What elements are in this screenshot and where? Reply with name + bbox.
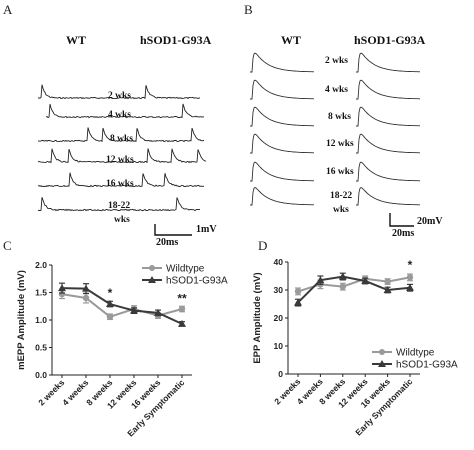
panel-b-row-label: wks xyxy=(333,205,349,215)
panel-a-wt-label: WT xyxy=(66,33,86,47)
legend-label: hSOD1-G93A xyxy=(166,276,228,287)
panel-b-row-label: 12 wks xyxy=(326,139,354,149)
data-point xyxy=(82,284,90,292)
epp-trace xyxy=(356,52,420,73)
y-tick-label: 1.0 xyxy=(35,315,47,325)
panel-b-row-label: 16 wks xyxy=(326,167,354,177)
panel-a-scale-voltage: 1mV xyxy=(196,224,217,235)
mepp-trace xyxy=(37,148,207,164)
legend-marker xyxy=(149,265,155,271)
series-line xyxy=(61,287,183,325)
data-point xyxy=(106,313,114,320)
panel-a-letter: A xyxy=(3,2,13,17)
data-point xyxy=(178,319,186,327)
significance-marker: ** xyxy=(177,291,187,305)
epp-trace xyxy=(356,186,420,206)
y-tick-label: 0.5 xyxy=(35,343,47,353)
panel-b-row-label: 8 wks xyxy=(328,112,351,122)
panel-d-letter: D xyxy=(258,238,267,253)
data-point xyxy=(294,298,302,306)
legend-marker xyxy=(148,276,156,283)
mepp-trace xyxy=(37,197,201,212)
epp-trace xyxy=(250,161,314,182)
mepp-trace xyxy=(37,127,205,143)
series-line xyxy=(297,276,411,293)
y-axis-label: mEPP Amplitude (mV) xyxy=(16,270,27,370)
legend-label: hSOD1-G93A xyxy=(396,360,458,371)
panel-b-row-label: 4 wks xyxy=(325,85,348,95)
panel-a-row-label: 18-22 xyxy=(108,201,130,211)
mepp-trace xyxy=(38,84,201,100)
y-tick-label: 2.0 xyxy=(35,260,47,270)
epp-trace xyxy=(250,106,314,127)
panel-b-row-label: 18-22 xyxy=(330,191,352,201)
epp-traces xyxy=(250,52,420,206)
y-tick-label: 40 xyxy=(274,257,284,267)
y-tick-label: 0 xyxy=(278,369,283,379)
panel-a-row-label: 16 wks xyxy=(106,179,134,189)
epp-trace xyxy=(356,79,420,100)
panel-c-letter: C xyxy=(3,238,12,253)
significance-marker: * xyxy=(108,286,113,300)
panel-b-scale-bar xyxy=(389,213,414,227)
panel-b-mutant-label: hSOD1-G93A xyxy=(354,33,426,47)
y-tick-label: 30 xyxy=(274,285,284,295)
series-line xyxy=(297,275,411,304)
panel-b: B WT hSOD1-G93A 2 wks 4 wks 8 wks 12 wks… xyxy=(244,2,443,239)
mepp-trace xyxy=(37,172,205,188)
panel-a-row-label: 12 wks xyxy=(106,155,134,165)
panel-a-row-label: 2 wks xyxy=(108,91,131,101)
epp-trace xyxy=(250,52,314,73)
mepp-traces xyxy=(37,84,207,212)
panel-a-scale-bar xyxy=(154,224,192,236)
y-tick-label: 10 xyxy=(274,341,284,351)
series-line xyxy=(61,293,183,318)
epp-trace xyxy=(356,133,420,154)
data-point xyxy=(154,308,162,316)
mepp-trace xyxy=(45,103,205,119)
data-point xyxy=(316,276,325,284)
y-axis-label: EPP Amplitude (mV) xyxy=(252,272,263,363)
panel-a: A WT hSOD1-G93A 2 wks 4 wks 8 wks 12 wks… xyxy=(3,2,217,248)
legend-label: Wildtype xyxy=(396,348,435,359)
panel-b-wt-label: WT xyxy=(281,33,301,47)
panel-a-row-label: 8 wks xyxy=(110,134,133,144)
data-point xyxy=(384,278,391,285)
epp-trace xyxy=(250,186,314,206)
y-tick-label: 0.0 xyxy=(35,370,47,380)
data-point xyxy=(58,284,66,292)
legend-marker xyxy=(379,349,385,355)
panel-a-row-label: wks xyxy=(114,215,130,225)
y-tick-label: 20 xyxy=(274,313,284,323)
data-point xyxy=(338,272,347,280)
panel-b-row-label: 2 wks xyxy=(325,56,348,66)
data-point xyxy=(339,283,346,290)
panel-a-scale-time: 20ms xyxy=(156,237,178,248)
epp-trace xyxy=(250,79,314,100)
panel-b-scale-voltage: 20mV xyxy=(417,216,443,227)
panel-b-scale-time: 20ms xyxy=(392,228,414,239)
data-point xyxy=(361,277,370,285)
data-point xyxy=(82,294,90,302)
data-point xyxy=(106,300,114,308)
data-point xyxy=(130,306,138,314)
data-point xyxy=(294,288,302,295)
epp-trace xyxy=(356,106,420,127)
panel-a-row-label: 4 wks xyxy=(108,110,131,120)
data-point xyxy=(383,286,392,293)
legend-label: Wildtype xyxy=(166,264,205,275)
panel-a-mutant-label: hSOD1-G93A xyxy=(140,33,212,47)
y-tick-label: 1.5 xyxy=(35,288,47,298)
legend-marker xyxy=(378,360,386,367)
data-point xyxy=(406,274,414,281)
data-point xyxy=(406,283,414,291)
epp-trace xyxy=(250,133,314,154)
epp-trace xyxy=(356,161,420,182)
significance-marker: * xyxy=(408,258,413,272)
panel-b-letter: B xyxy=(244,2,253,17)
data-point xyxy=(178,305,186,313)
